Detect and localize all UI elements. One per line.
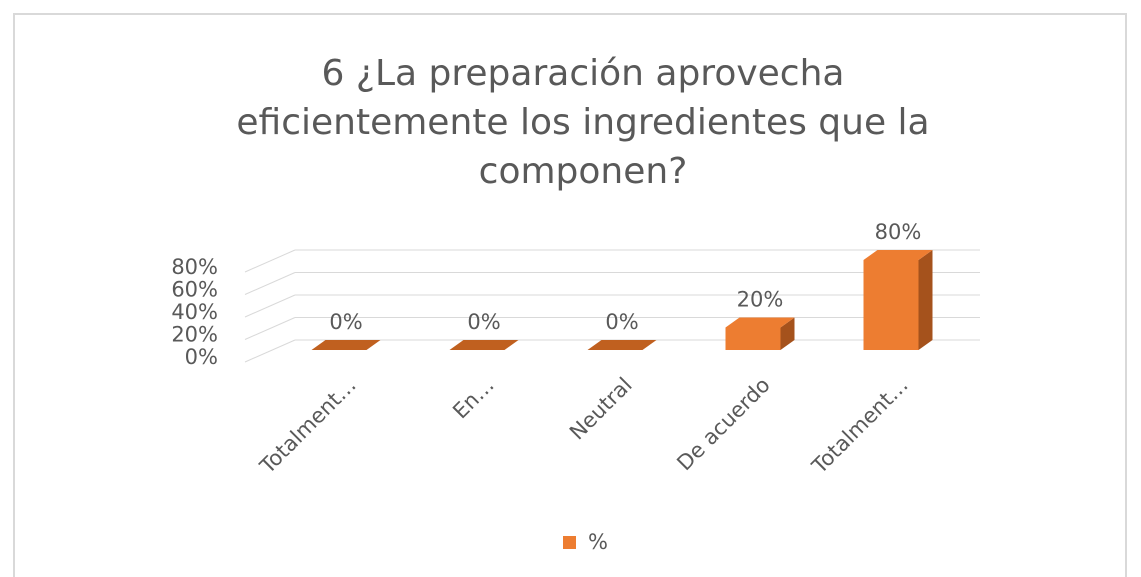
legend-swatch xyxy=(563,536,576,549)
bar xyxy=(863,250,933,350)
bar-top xyxy=(725,317,795,328)
y-tick-label: 60% xyxy=(171,278,218,302)
data-label: 20% xyxy=(737,288,784,312)
bar xyxy=(587,340,657,350)
data-label: 0% xyxy=(605,310,638,334)
grid-line-side xyxy=(244,294,296,318)
data-label: 0% xyxy=(467,310,500,334)
bar-side xyxy=(918,250,933,350)
bar-top xyxy=(587,340,657,350)
grid-line-side xyxy=(244,249,296,273)
bar-front xyxy=(725,327,781,350)
bar-top xyxy=(449,340,519,350)
data-label: 0% xyxy=(329,310,362,334)
y-tick-label: 20% xyxy=(171,323,218,347)
grid-line-side xyxy=(244,339,296,363)
legend-label: % xyxy=(588,530,608,554)
grid-line-side xyxy=(244,272,296,295)
chart-title: 6 ¿La preparación aprovecha eficientement… xyxy=(236,53,929,192)
data-label: 80% xyxy=(875,220,922,244)
bar-side xyxy=(780,317,795,350)
bar xyxy=(449,340,519,350)
y-tick-label: 40% xyxy=(171,300,218,324)
bar xyxy=(311,340,381,350)
bar xyxy=(725,317,795,350)
bar-top xyxy=(311,340,381,350)
y-tick-label: 80% xyxy=(171,255,218,279)
y-tick-label: 0% xyxy=(185,345,218,369)
bar-top xyxy=(863,250,933,260)
bar-front xyxy=(863,260,919,350)
grid-line-side xyxy=(244,317,296,340)
